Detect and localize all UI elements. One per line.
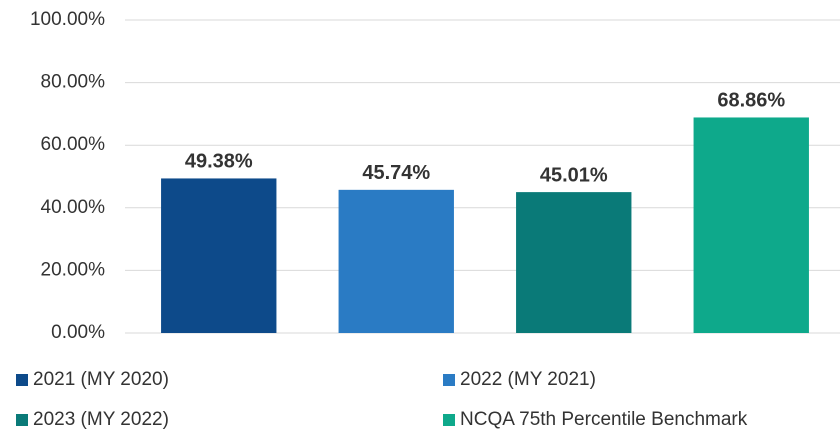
y-tick-label: 80.00% (41, 72, 106, 93)
y-tick-label: 0.00% (51, 322, 105, 343)
value-label: 68.86% (717, 90, 785, 112)
y-tick-label: 20.00% (41, 259, 106, 280)
value-label: 49.38% (185, 151, 253, 173)
bar (161, 178, 277, 333)
bar (338, 189, 454, 333)
legend-label: 2022 (MY 2021) (460, 369, 596, 390)
bar (693, 117, 809, 333)
value-label: 45.74% (362, 162, 430, 184)
y-tick-label: 40.00% (41, 197, 106, 218)
legend-swatch (443, 414, 455, 426)
legend-label: 2023 (MY 2022) (33, 409, 169, 430)
y-tick-label: 60.00% (41, 134, 106, 155)
bar (516, 192, 632, 333)
y-tick-label: 100.00% (30, 9, 105, 30)
legend-swatch (16, 374, 28, 386)
legend-label: NCQA 75th Percentile Benchmark (460, 409, 748, 430)
value-label: 45.01% (540, 164, 608, 186)
legend-label: 2021 (MY 2020) (33, 369, 169, 390)
legend-swatch (16, 414, 28, 426)
legend-swatch (443, 374, 455, 386)
